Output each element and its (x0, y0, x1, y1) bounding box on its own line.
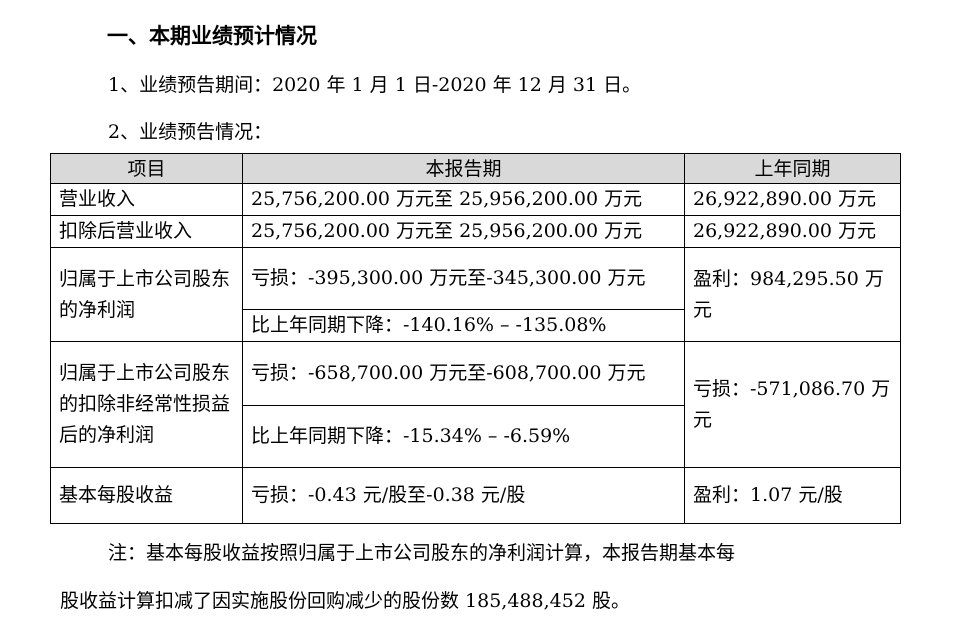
footnote-line-2: 股收益计算扣减了因实施股份回购减少的股份数 185,488,452 股。 (60, 590, 630, 612)
row-current: 亏损：-0.43 元/股至-0.38 元/股 (242, 467, 685, 524)
row-prior: 盈利：984,295.50 万元 (684, 247, 901, 342)
table-row: 归属于上市公司股东的扣除非经常性损益后的净利润 亏损：-658,700.00 万… (50, 341, 901, 468)
table-row: 比上年同期下降：-15.34% – -6.59% (51, 405, 901, 468)
column-header-item: 项目 (50, 153, 243, 184)
row-current: 亏损：-395,300.00 万元至-345,300.00 万元 (242, 247, 685, 310)
row-current: 25,756,200.00 万元至 25,956,200.00 万元 (242, 183, 685, 216)
row-prior: 亏损：-571,086.70 万元 (684, 341, 901, 468)
row-prior: 盈利：1.07 元/股 (684, 467, 901, 524)
column-header-current: 本报告期 (242, 153, 685, 184)
forecast-table: 项目 本报告期 上年同期 营业收入 25,756,200.00 万元至 25,9… (50, 153, 901, 524)
row-prior: 26,922,890.00 万元 (684, 215, 901, 248)
row-item: 营业收入 (50, 183, 243, 216)
row-current: 亏损：-658,700.00 万元至-608,700.00 万元 (242, 341, 685, 406)
section-heading: 一、本期业绩预计情况 (107, 24, 317, 48)
row-change: 比上年同期下降：-15.34% – -6.59% (242, 405, 685, 468)
table-row: 归属于上市公司股东的净利润 亏损：-395,300.00 万元至-345,300… (50, 247, 901, 342)
table-row: 营业收入 25,756,200.00 万元至 25,956,200.00 万元 … (50, 183, 901, 216)
row-item: 基本每股收益 (50, 467, 243, 524)
table-row: 比上年同期下降：-140.16% – -135.08% (51, 309, 901, 342)
row-item: 扣除后营业收入 (50, 215, 243, 248)
forecast-status-label: 2、业绩预告情况： (108, 121, 273, 143)
row-current: 25,756,200.00 万元至 25,956,200.00 万元 (242, 215, 685, 248)
table-header-row: 项目 本报告期 上年同期 (50, 153, 901, 184)
footnote-line-1: 注：基本每股收益按照归属于上市公司股东的净利润计算，本报告期基本每 (108, 542, 736, 564)
row-item: 归属于上市公司股东的扣除非经常性损益后的净利润 (50, 341, 243, 468)
column-header-prior: 上年同期 (684, 153, 901, 184)
forecast-period: 1、业绩预告期间：2020 年 1 月 1 日-2020 年 12 月 31 日… (108, 74, 642, 96)
row-change: 比上年同期下降：-140.16% – -135.08% (242, 309, 685, 342)
table-row: 扣除后营业收入 25,756,200.00 万元至 25,956,200.00 … (50, 215, 901, 248)
table-row: 基本每股收益 亏损：-0.43 元/股至-0.38 元/股 盈利：1.07 元/… (50, 467, 901, 524)
row-prior: 26,922,890.00 万元 (684, 183, 901, 216)
row-item: 归属于上市公司股东的净利润 (50, 247, 243, 342)
